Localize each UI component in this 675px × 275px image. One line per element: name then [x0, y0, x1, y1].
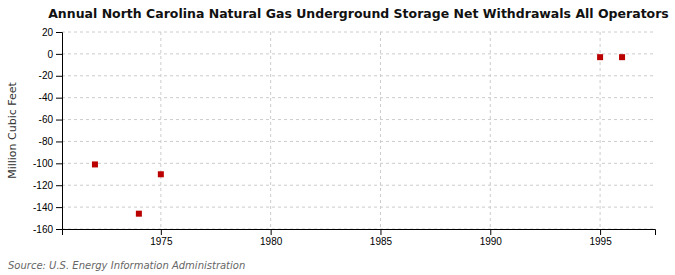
y-axis: 20 0 -20 -40 -60 -80 -100 -120 -140 -160 [33, 27, 63, 235]
tick: -100 [33, 158, 62, 169]
point [92, 161, 98, 167]
tick-label: -60 [39, 114, 54, 125]
tick-label: -120 [33, 180, 53, 191]
grid-line [62, 75, 655, 76]
tick-mark [600, 229, 601, 235]
tick: -60 [39, 114, 62, 125]
tick-label: 1995 [589, 236, 612, 247]
tick-mark [56, 207, 62, 208]
tick: 1975 [150, 229, 173, 247]
tick: 1985 [370, 229, 393, 247]
tick-mark [56, 141, 62, 142]
tick-mark [56, 98, 62, 99]
grid-line [62, 185, 655, 186]
tick-label: -80 [39, 136, 54, 147]
tick: -120 [33, 180, 62, 191]
tick: 1990 [480, 229, 503, 247]
tick-mark [56, 120, 62, 121]
tick: -140 [33, 202, 62, 213]
tick-label: -40 [39, 92, 54, 103]
x-axis: 1975 1980 1985 1990 1995 [63, 229, 656, 247]
tick: -20 [39, 70, 62, 81]
tick: 20 [42, 27, 62, 38]
tick: -160 [33, 224, 62, 235]
y-axis-title: Million Cubic Feet [6, 81, 19, 178]
tick-label: 1975 [150, 236, 173, 247]
chart: 1975 1980 1985 1990 1995 20 0 -20 -40 -60 -80 -100 -… [0, 0, 675, 275]
tick-mark [56, 54, 62, 55]
axis-line [63, 230, 656, 236]
tick-label: -100 [33, 158, 53, 169]
tick-label: 0 [47, 49, 53, 60]
annotation: Source: U.S. Energy Information Administ… [8, 260, 245, 271]
tick-mark [56, 32, 62, 33]
tick-label: 1985 [370, 236, 393, 247]
tick-label: -140 [33, 202, 53, 213]
grid-line [160, 32, 161, 229]
grid-line [490, 32, 491, 229]
tick-mark [490, 229, 491, 235]
tick: 1980 [260, 229, 283, 247]
tick-mark [56, 163, 62, 164]
tick-mark [56, 185, 62, 186]
tick: -80 [39, 136, 62, 147]
axis-line [56, 33, 63, 230]
grid-line [62, 32, 655, 33]
grid-line [600, 32, 601, 229]
tick-mark [380, 229, 381, 235]
grid-line [62, 207, 655, 208]
grid-line [62, 163, 655, 164]
grid-line [62, 141, 655, 142]
tick-label: 1980 [260, 236, 283, 247]
tick-mark [56, 229, 62, 230]
tick-mark [56, 76, 62, 77]
tick: -40 [39, 92, 62, 103]
grid-line [62, 97, 655, 98]
tick-label: -20 [39, 70, 54, 81]
tick-label: -160 [33, 224, 53, 235]
tick-label: 1990 [480, 236, 503, 247]
point [619, 54, 625, 60]
grid-line [380, 32, 381, 229]
tick: 0 [47, 49, 62, 60]
plot: 1975 1980 1985 1990 1995 20 0 -20 -40 -60 -80 -100 -… [33, 27, 656, 247]
tick-mark [161, 229, 162, 235]
tick: 1995 [589, 229, 612, 247]
grid [62, 32, 655, 229]
grid-line [62, 119, 655, 120]
point [158, 171, 164, 177]
grid-line [270, 32, 271, 229]
tick-mark [271, 229, 272, 235]
tick-label: 20 [42, 27, 54, 38]
point [136, 211, 142, 217]
title: Annual North Carolina Natural Gas Underg… [48, 6, 669, 21]
point [597, 54, 603, 60]
points [92, 54, 625, 217]
grid-line [62, 53, 655, 54]
